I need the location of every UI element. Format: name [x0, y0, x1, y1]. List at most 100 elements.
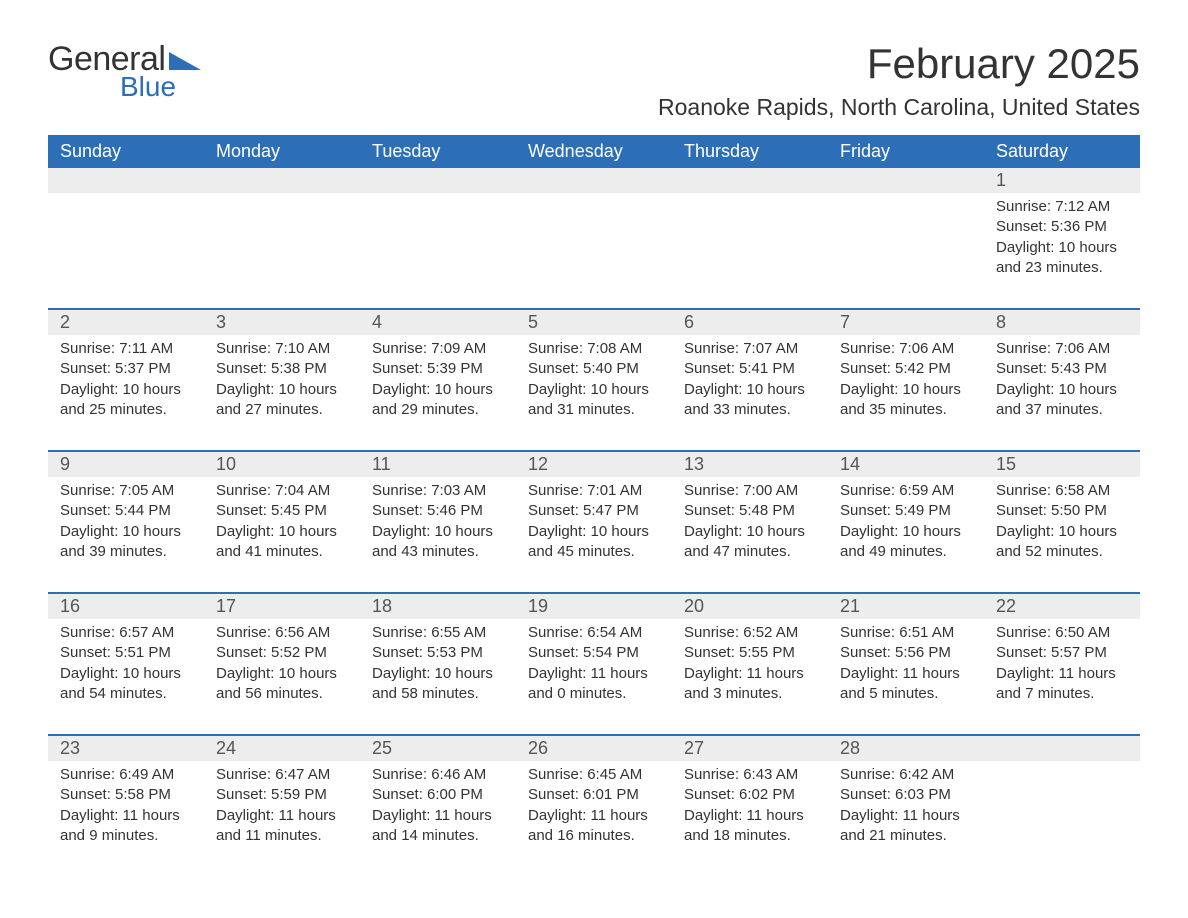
sunset-text: Sunset: 5:50 PM [996, 501, 1130, 521]
month-title: February 2025 [658, 40, 1140, 88]
date-cell: 20 [672, 594, 828, 619]
sunrise-text: Sunrise: 6:55 AM [372, 623, 506, 643]
sunset-text: Sunset: 5:51 PM [60, 643, 194, 663]
date-row: 2345678 [48, 310, 1140, 335]
date-cell: 16 [48, 594, 204, 619]
sunrise-text: Sunrise: 7:06 AM [996, 339, 1130, 359]
sunset-text: Sunset: 6:03 PM [840, 785, 974, 805]
sunset-text: Sunset: 6:02 PM [684, 785, 818, 805]
details-cell: Sunrise: 6:54 AMSunset: 5:54 PMDaylight:… [516, 619, 672, 734]
date-cell: 25 [360, 736, 516, 761]
sunset-text: Sunset: 5:42 PM [840, 359, 974, 379]
sunset-text: Sunset: 5:46 PM [372, 501, 506, 521]
daylight-text: Daylight: 11 hours and 5 minutes. [840, 664, 974, 705]
details-cell: Sunrise: 6:51 AMSunset: 5:56 PMDaylight:… [828, 619, 984, 734]
details-cell: Sunrise: 6:58 AMSunset: 5:50 PMDaylight:… [984, 477, 1140, 592]
daylight-text: Daylight: 10 hours and 39 minutes. [60, 522, 194, 563]
date-cell: 26 [516, 736, 672, 761]
date-cell: 3 [204, 310, 360, 335]
date-cell: 19 [516, 594, 672, 619]
sunrise-text: Sunrise: 7:10 AM [216, 339, 350, 359]
sunrise-text: Sunrise: 6:56 AM [216, 623, 350, 643]
details-cell: Sunrise: 6:50 AMSunset: 5:57 PMDaylight:… [984, 619, 1140, 734]
sunset-text: Sunset: 5:40 PM [528, 359, 662, 379]
sunset-text: Sunset: 5:53 PM [372, 643, 506, 663]
sunset-text: Sunset: 5:55 PM [684, 643, 818, 663]
daylight-text: Daylight: 11 hours and 21 minutes. [840, 806, 974, 847]
daylight-text: Daylight: 10 hours and 49 minutes. [840, 522, 974, 563]
sunrise-text: Sunrise: 7:01 AM [528, 481, 662, 501]
details-row: Sunrise: 6:57 AMSunset: 5:51 PMDaylight:… [48, 619, 1140, 734]
daylight-text: Daylight: 10 hours and 23 minutes. [996, 238, 1130, 279]
sunrise-text: Sunrise: 6:52 AM [684, 623, 818, 643]
sunrise-text: Sunrise: 7:09 AM [372, 339, 506, 359]
date-cell: 17 [204, 594, 360, 619]
week-block: 9101112131415Sunrise: 7:05 AMSunset: 5:4… [48, 450, 1140, 592]
date-cell: 9 [48, 452, 204, 477]
date-cell [360, 168, 516, 193]
sunset-text: Sunset: 5:37 PM [60, 359, 194, 379]
details-cell: Sunrise: 7:00 AMSunset: 5:48 PMDaylight:… [672, 477, 828, 592]
sunset-text: Sunset: 5:54 PM [528, 643, 662, 663]
details-cell: Sunrise: 6:59 AMSunset: 5:49 PMDaylight:… [828, 477, 984, 592]
date-row: 232425262728 [48, 736, 1140, 761]
logo: General Blue [48, 40, 201, 103]
date-cell: 5 [516, 310, 672, 335]
details-row: Sunrise: 7:05 AMSunset: 5:44 PMDaylight:… [48, 477, 1140, 592]
daylight-text: Daylight: 10 hours and 35 minutes. [840, 380, 974, 421]
day-header-fri: Friday [828, 135, 984, 168]
details-cell: Sunrise: 6:46 AMSunset: 6:00 PMDaylight:… [360, 761, 516, 876]
week-block: 2345678 Sunrise: 7:11 AMSunset: 5:37 PM Da… [48, 308, 1140, 450]
details-cell: Sunrise: 6:43 AMSunset: 6:02 PMDaylight:… [672, 761, 828, 876]
date-cell: 15 [984, 452, 1140, 477]
sunset-text: Sunset: 5:49 PM [840, 501, 974, 521]
weeks-container: 1Sunrise: 7:12 AMSunset: 5:36 PMDaylight… [48, 168, 1140, 876]
day-header-mon: Monday [204, 135, 360, 168]
day-header-thu: Thursday [672, 135, 828, 168]
title-area: February 2025 Roanoke Rapids, North Caro… [658, 40, 1140, 121]
daylight-text: Daylight: 10 hours and 54 minutes. [60, 664, 194, 705]
daylight-text: Daylight: 10 hours and 41 minutes. [216, 522, 350, 563]
date-cell: 7 [828, 310, 984, 335]
sunset-text: Sunset: 5:59 PM [216, 785, 350, 805]
sunset-text: Sunset: 5:38 PM [216, 359, 350, 379]
sunset-text: Sunset: 5:56 PM [840, 643, 974, 663]
sunrise-text: Sunrise: 6:49 AM [60, 765, 194, 785]
sunrise-text: Sunrise: 7:11 AM [60, 339, 194, 359]
details-cell: Sunrise: 7:04 AMSunset: 5:45 PMDaylight:… [204, 477, 360, 592]
daylight-text: Daylight: 11 hours and 9 minutes. [60, 806, 194, 847]
date-cell: 23 [48, 736, 204, 761]
sunset-text: Sunset: 5:43 PM [996, 359, 1130, 379]
sunset-text: Sunset: 5:45 PM [216, 501, 350, 521]
details-cell [672, 193, 828, 308]
daylight-text: Daylight: 10 hours and 31 minutes. [528, 380, 662, 421]
sunrise-text: Sunrise: 6:46 AM [372, 765, 506, 785]
sunrise-text: Sunrise: 6:58 AM [996, 481, 1130, 501]
date-cell: 22 [984, 594, 1140, 619]
date-cell: 8 [984, 310, 1140, 335]
sunrise-text: Sunrise: 6:57 AM [60, 623, 194, 643]
sunset-text: Sunset: 5:52 PM [216, 643, 350, 663]
details-cell: Sunrise: 7:07 AMSunset: 5:41 PMDaylight:… [672, 335, 828, 450]
date-cell [672, 168, 828, 193]
day-header-sun: Sunday [48, 135, 204, 168]
date-cell [516, 168, 672, 193]
details-cell [984, 761, 1140, 876]
date-cell [828, 168, 984, 193]
week-block: 232425262728Sunrise: 6:49 AMSunset: 5:58… [48, 734, 1140, 876]
details-cell: Sunrise: 7:12 AMSunset: 5:36 PMDaylight:… [984, 193, 1140, 308]
details-cell: Sunrise: 6:52 AMSunset: 5:55 PMDaylight:… [672, 619, 828, 734]
daylight-text: Daylight: 11 hours and 14 minutes. [372, 806, 506, 847]
date-cell: 27 [672, 736, 828, 761]
details-cell: Sunrise: 7:06 AMSunset: 5:43 PMDaylight:… [984, 335, 1140, 450]
date-cell: 24 [204, 736, 360, 761]
sunrise-text: Sunrise: 6:51 AM [840, 623, 974, 643]
details-cell: Sunrise: 7:06 AMSunset: 5:42 PMDaylight:… [828, 335, 984, 450]
sunrise-text: Sunrise: 6:45 AM [528, 765, 662, 785]
date-cell [984, 736, 1140, 761]
date-cell: 21 [828, 594, 984, 619]
sunrise-text: Sunrise: 7:08 AM [528, 339, 662, 359]
date-row: 16171819202122 [48, 594, 1140, 619]
sunrise-text: Sunrise: 7:00 AM [684, 481, 818, 501]
day-header-wed: Wednesday [516, 135, 672, 168]
